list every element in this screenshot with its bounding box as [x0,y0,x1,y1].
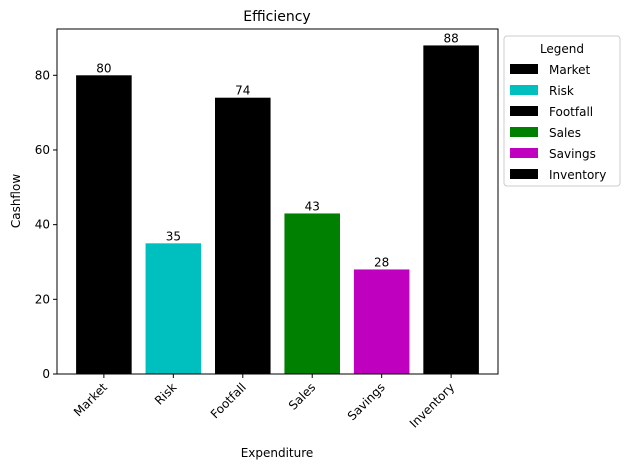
y-tick-label: 80 [35,68,50,82]
bar-footfall [215,97,271,374]
legend-label-sales: Sales [549,126,581,140]
legend-label-risk: Risk [549,84,574,98]
bar-savings [353,269,410,374]
bar-value-label: 28 [374,255,389,269]
legend-title: Legend [540,42,584,56]
legend-swatch-inventory [510,169,538,179]
bar-value-label: 74 [235,84,250,98]
y-tick-label: 0 [42,367,50,381]
y-axis-label: Cashflow [9,174,23,228]
bar-sales [284,213,340,374]
bar-value-label: 88 [443,31,458,45]
legend-swatch-risk [510,85,538,95]
plot-area: 80Market35Risk74Footfall43Sales28Savings… [35,28,499,431]
y-tick-label: 60 [35,143,50,157]
bar-value-label: 80 [96,61,111,75]
bar-risk [145,243,202,374]
bar-value-label: 35 [166,229,181,243]
legend-label-footfall: Footfall [549,105,593,119]
bar-inventory [423,45,479,375]
y-tick-label: 20 [35,292,50,306]
legend-swatch-market [510,64,538,74]
chart-title: Efficiency [243,9,310,25]
legend-label-market: Market [549,63,591,77]
legend: Legend Market Risk Footfall Sales Savings Inv… [503,35,621,187]
legend-swatch-sales [510,127,538,137]
legend-label-savings: Savings [549,147,596,161]
legend-swatch-footfall [510,106,538,116]
y-tick-label: 40 [35,218,50,232]
legend-swatch-savings [510,148,538,158]
legend-label-inventory: Inventory [549,168,606,182]
bar-value-label: 43 [305,199,320,213]
bar-market [76,75,132,375]
plot-frame [56,28,499,375]
x-axis-label: Expenditure [241,446,314,460]
